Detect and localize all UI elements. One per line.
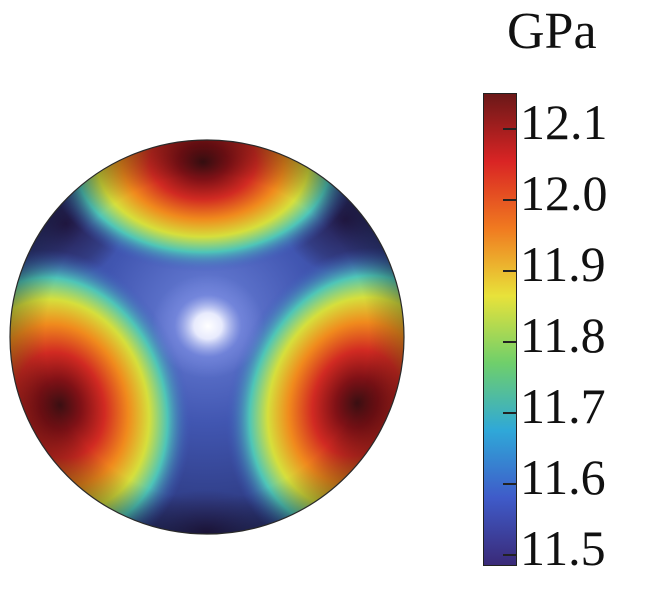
colorbar-tick-mark	[503, 270, 517, 272]
colorbar-tick-label: 11.8	[520, 307, 606, 363]
colorbar-tick-label: 11.9	[520, 236, 606, 292]
colorbar-tick-label: 12.0	[520, 165, 608, 221]
colorbar-tick-label: 11.5	[520, 520, 606, 576]
colorbar-tick-mark	[503, 554, 517, 556]
colorbar-tick-label: 12.1	[520, 94, 608, 150]
colorbar	[483, 93, 517, 566]
colorbar-tick-mark	[503, 199, 517, 201]
colorbar-tick-label: 11.7	[520, 378, 606, 434]
colorbar-tick-mark	[503, 341, 517, 343]
sphere-edge-shading	[10, 140, 404, 534]
elastic-modulus-sphere	[8, 138, 406, 536]
sphere-outline	[9, 139, 405, 535]
unit-label: GPa	[507, 3, 597, 60]
colorbar-tick-mark	[503, 412, 517, 414]
colorbar-tick-label: 11.6	[520, 449, 606, 505]
colorbar-tick-mark	[503, 128, 517, 130]
sphere-plot	[9, 139, 405, 535]
colorbar-tick-mark	[503, 483, 517, 485]
